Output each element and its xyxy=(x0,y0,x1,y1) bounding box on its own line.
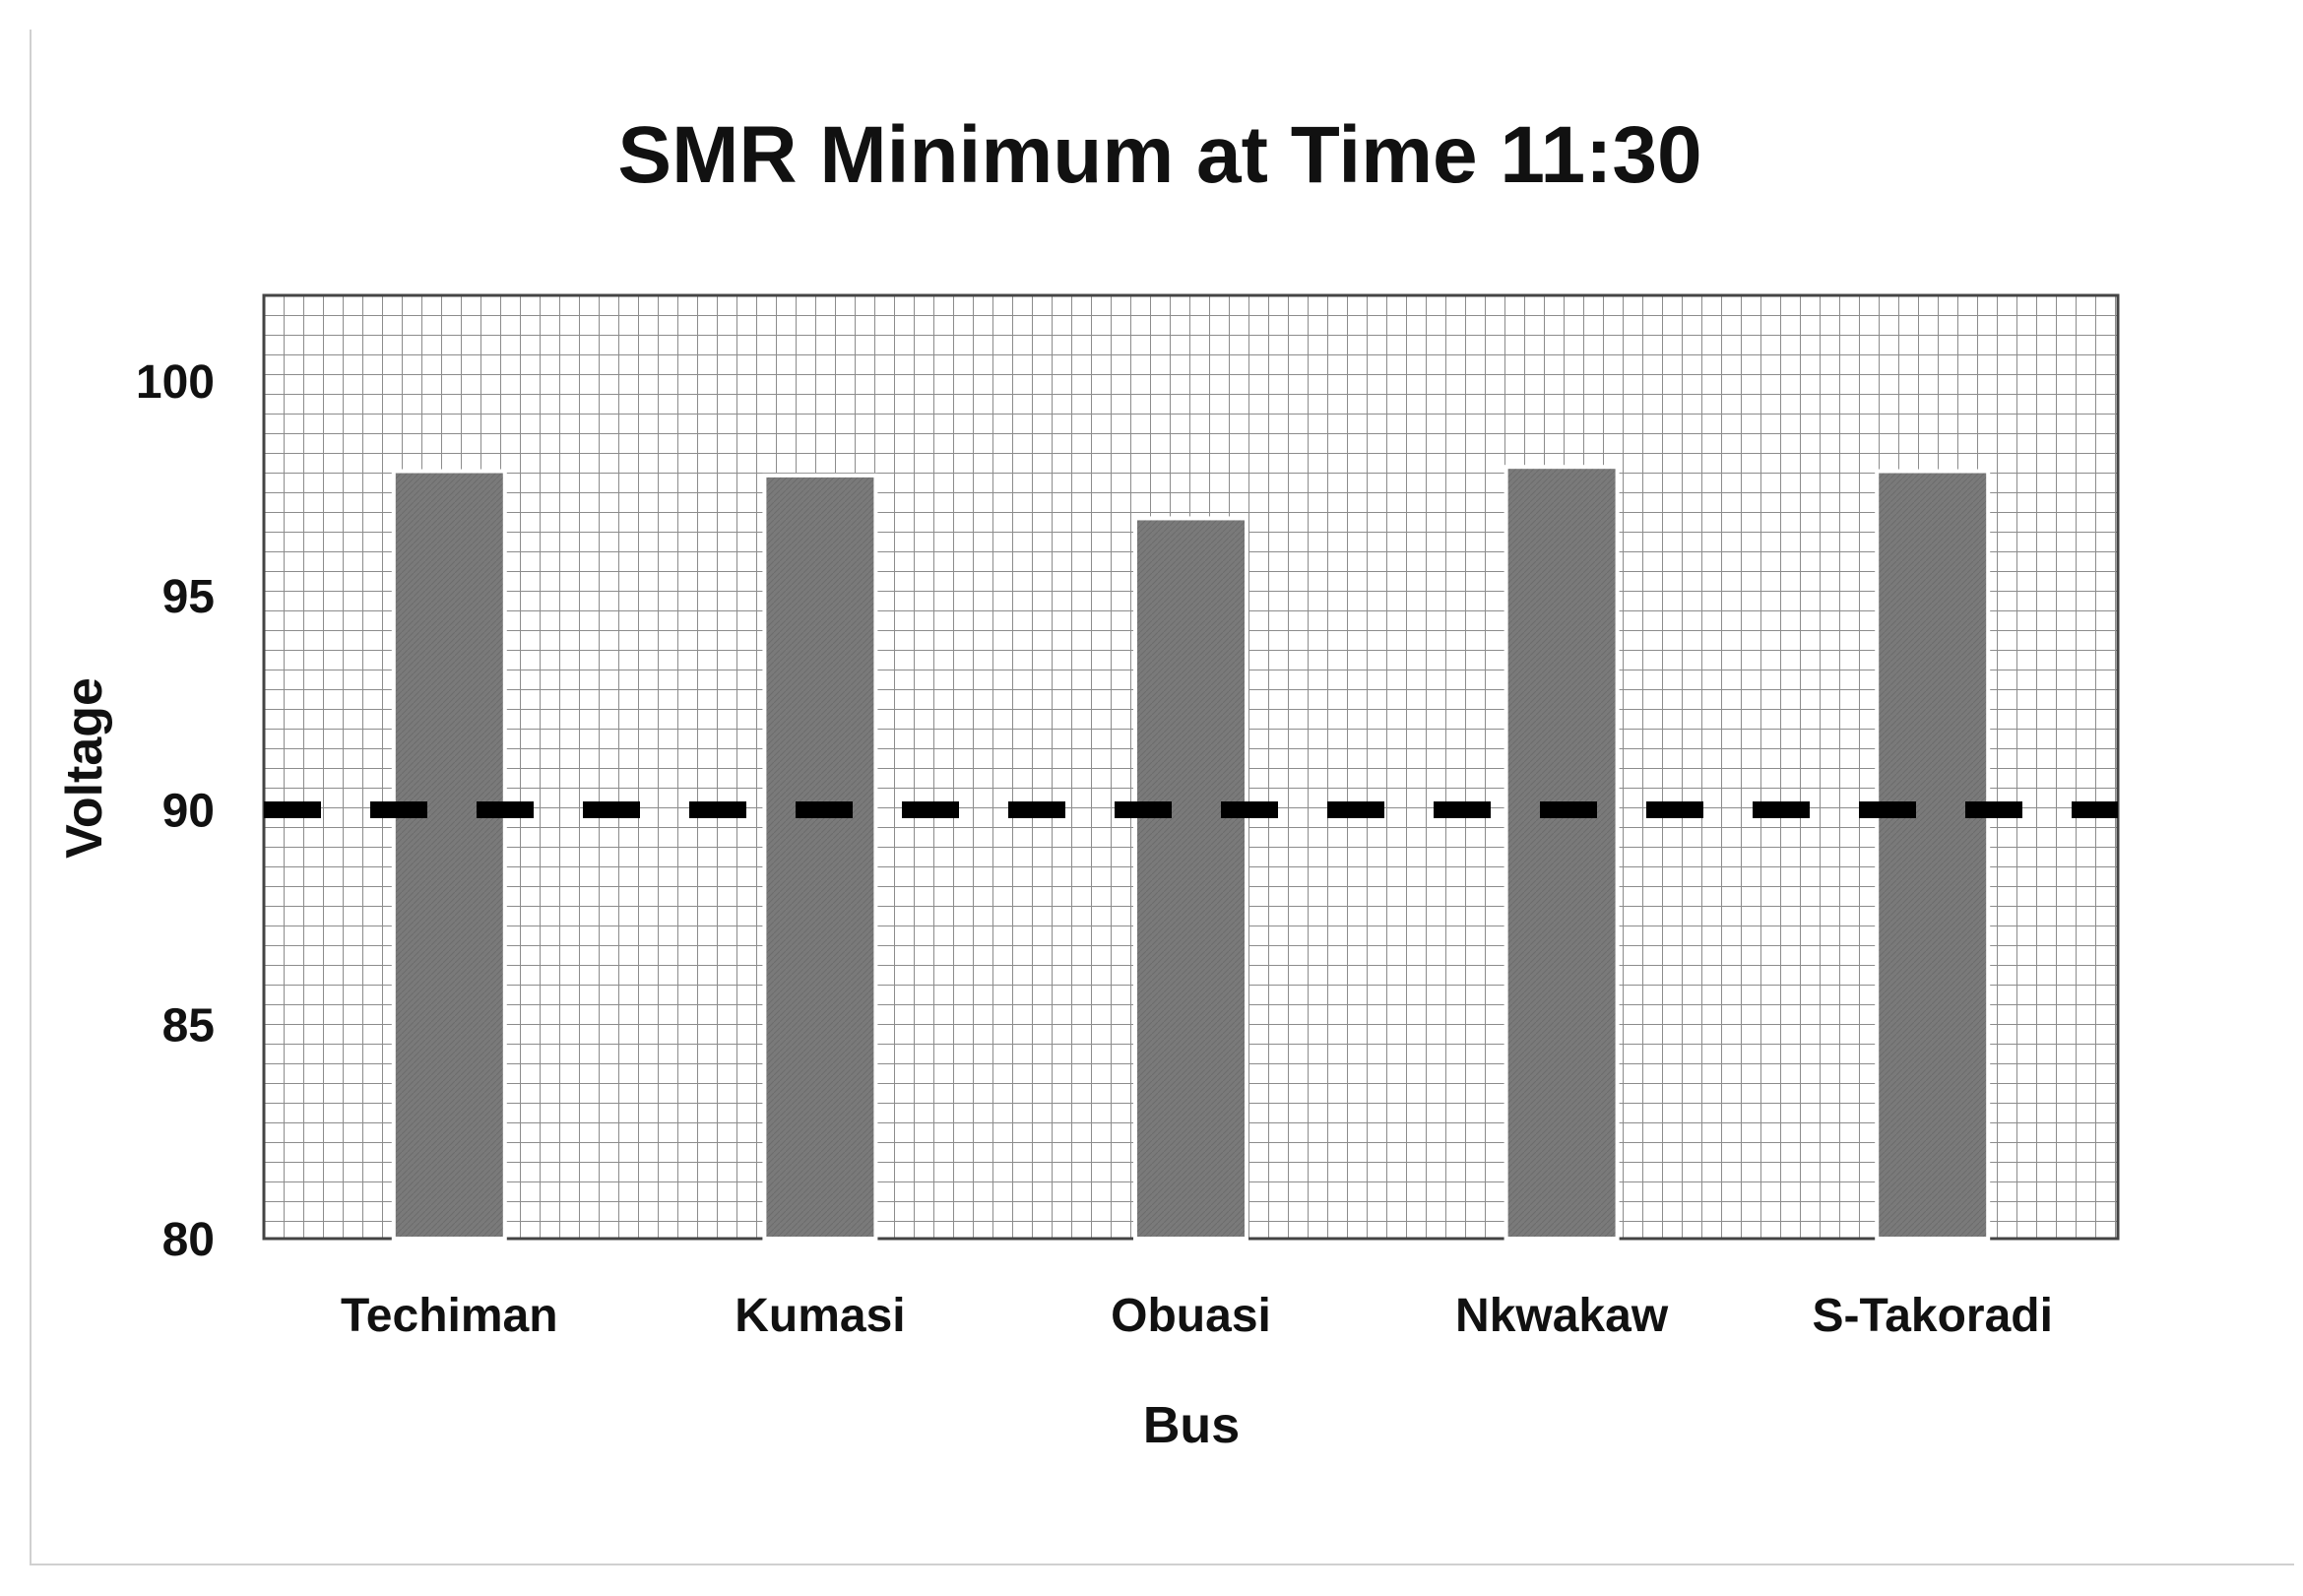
y-tick-label: 80 xyxy=(162,1214,215,1266)
y-tick-label: 100 xyxy=(136,356,215,409)
y-tick-labels: 80 85 90 95 100 xyxy=(136,356,215,1266)
bar-obuasi xyxy=(1133,516,1248,1241)
chart-title: SMR Minimum at Time 11:30 xyxy=(617,110,1701,200)
y-tick-label: 85 xyxy=(162,999,215,1052)
bar-nkwakaw xyxy=(1503,465,1620,1241)
bar-kumasi xyxy=(762,473,878,1241)
bars-group xyxy=(391,465,1991,1241)
x-tick-labels: Techiman Kumasi Obuasi Nkwakaw S-Takoradi xyxy=(341,1290,2053,1342)
y-tick-label: 90 xyxy=(162,786,215,838)
chart-frame xyxy=(30,30,2294,1565)
x-tick-label: Nkwakaw xyxy=(1455,1290,1669,1342)
x-tick-label: Techiman xyxy=(341,1290,558,1342)
x-tick-label: S-Takoradi xyxy=(1812,1290,2053,1342)
y-axis-title: Voltage xyxy=(56,677,113,859)
y-tick-label: 95 xyxy=(162,571,215,623)
x-tick-label: Obuasi xyxy=(1111,1290,1271,1342)
x-axis-title: Bus xyxy=(1143,1397,1240,1454)
x-tick-label: Kumasi xyxy=(735,1290,905,1342)
bar-s-takoradi xyxy=(1875,469,1991,1241)
bar-techiman xyxy=(391,469,507,1241)
